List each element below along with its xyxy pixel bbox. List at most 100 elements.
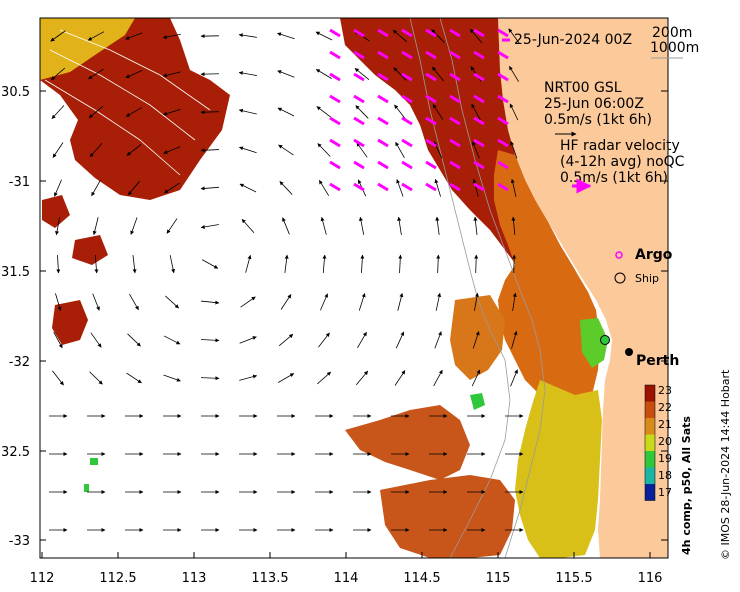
current-vector xyxy=(166,218,178,234)
colorbar-tick: 18 xyxy=(658,469,672,482)
colorbar-swatch-22 xyxy=(645,401,655,418)
sst-west-patch-1 xyxy=(52,300,88,345)
hf-radar-vector xyxy=(377,160,389,170)
hf-radar-vector xyxy=(377,116,389,126)
hf-radar-vector xyxy=(473,94,485,104)
sst-coastal-band-orange xyxy=(494,150,600,410)
hf-radar-vector xyxy=(329,28,341,38)
x-axis-labels: 112 112.5 113 113.5 114 114.5 115 115.5 … xyxy=(30,571,663,586)
current-vector xyxy=(511,330,518,349)
current-vector xyxy=(432,104,444,120)
colorbar-frame xyxy=(644,384,656,501)
hf-radar-vector xyxy=(497,182,509,192)
hf-radar-vector xyxy=(449,160,461,170)
current-vector xyxy=(277,70,295,78)
argo-label: Argo xyxy=(635,247,673,263)
current-vector xyxy=(238,33,257,38)
hf-radar-vector xyxy=(329,50,341,60)
colorbar-swatch-21 xyxy=(645,418,655,435)
argo-marker-icon xyxy=(615,251,623,259)
sst-coastal-band-green xyxy=(580,318,608,368)
current-vector xyxy=(163,146,181,154)
current-vector xyxy=(317,143,331,157)
current-vector xyxy=(318,179,330,196)
current-vector xyxy=(126,144,142,156)
current-vector xyxy=(280,294,292,310)
hf-radar-vector xyxy=(353,138,365,148)
sst-coastal-band-yellow xyxy=(515,380,602,558)
colorbar-swatch-20 xyxy=(645,434,655,451)
hf-radar-vector xyxy=(401,28,413,38)
current-vector xyxy=(277,107,295,117)
current-vector xyxy=(200,110,220,115)
hf-radar-vector xyxy=(425,160,437,170)
hf-radar-vector xyxy=(329,160,341,170)
current-vector xyxy=(162,71,181,78)
hf-radar-vector xyxy=(353,72,365,82)
current-vector xyxy=(92,217,99,236)
current-vector xyxy=(320,293,328,311)
current-vector xyxy=(509,103,519,121)
current-vector xyxy=(89,142,103,158)
hf-radar-vector xyxy=(425,28,437,38)
current-vector xyxy=(474,254,479,274)
current-vector xyxy=(130,217,138,235)
x-tick-label: 112 xyxy=(30,571,55,586)
current-vector xyxy=(510,178,517,197)
current-vector xyxy=(355,105,369,119)
current-vector xyxy=(277,32,295,40)
hf-radar-vector xyxy=(473,72,485,82)
x-tick-label: 113 xyxy=(182,571,207,586)
current-vector xyxy=(436,254,441,274)
sst-colorbar: 23 22 21 20 19 18 17 4h comp, p50, All S… xyxy=(644,384,693,555)
current-vector xyxy=(278,333,294,347)
hf-radar-vector xyxy=(401,50,413,60)
hf-radar-vector xyxy=(473,116,485,126)
hf-radar-vector xyxy=(329,138,341,148)
current-vector xyxy=(469,28,483,44)
imos-credit: © IMOS 28-Jun-2024 14:44 Hobart xyxy=(719,369,732,560)
ship-marker-icon xyxy=(614,272,626,284)
gsl-legend-time: 25-Jun 06:00Z xyxy=(544,96,644,112)
current-vector xyxy=(238,71,257,77)
current-vector xyxy=(129,294,139,311)
current-vector xyxy=(394,370,406,386)
current-vector xyxy=(508,65,520,82)
current-vector xyxy=(472,141,480,159)
y-axis-ticks xyxy=(40,90,46,541)
current-vector xyxy=(279,181,293,195)
gsl-legend-scale: 0.5m/s (1kt 6h) xyxy=(544,112,652,128)
current-vector xyxy=(127,180,141,196)
current-vector xyxy=(356,142,368,158)
y-tick-label: -31 xyxy=(9,175,30,190)
hf-radar-vector xyxy=(329,182,341,192)
hf-radar-vector xyxy=(401,72,413,82)
current-vector xyxy=(435,216,440,235)
current-vector xyxy=(165,295,179,309)
current-vector xyxy=(200,224,219,229)
x-tick-label: 112.5 xyxy=(99,571,136,586)
y-tick-label: -33 xyxy=(9,534,30,549)
sst-west-patch-2 xyxy=(72,235,108,265)
hf-radar-vector xyxy=(425,50,437,60)
current-vector xyxy=(200,186,220,191)
current-vector xyxy=(360,254,365,274)
hf-radar-vector xyxy=(449,72,461,82)
current-vector xyxy=(164,182,180,194)
plot-area xyxy=(40,18,668,558)
current-vector xyxy=(126,372,142,384)
current-vector xyxy=(471,369,481,387)
hf-radar-vector xyxy=(377,94,389,104)
perth-label: Perth xyxy=(636,353,679,369)
current-vector xyxy=(278,373,295,383)
hf-radar-vector xyxy=(329,116,341,126)
current-vector xyxy=(397,216,402,235)
land-mass xyxy=(498,18,668,558)
sst-south-patch-1 xyxy=(345,405,470,480)
current-vector xyxy=(200,376,220,381)
hf-radar-vector xyxy=(497,138,509,148)
perth-city-marker xyxy=(625,348,633,356)
current-vector xyxy=(431,29,445,43)
current-vector xyxy=(316,371,332,385)
current-vector xyxy=(508,28,520,44)
